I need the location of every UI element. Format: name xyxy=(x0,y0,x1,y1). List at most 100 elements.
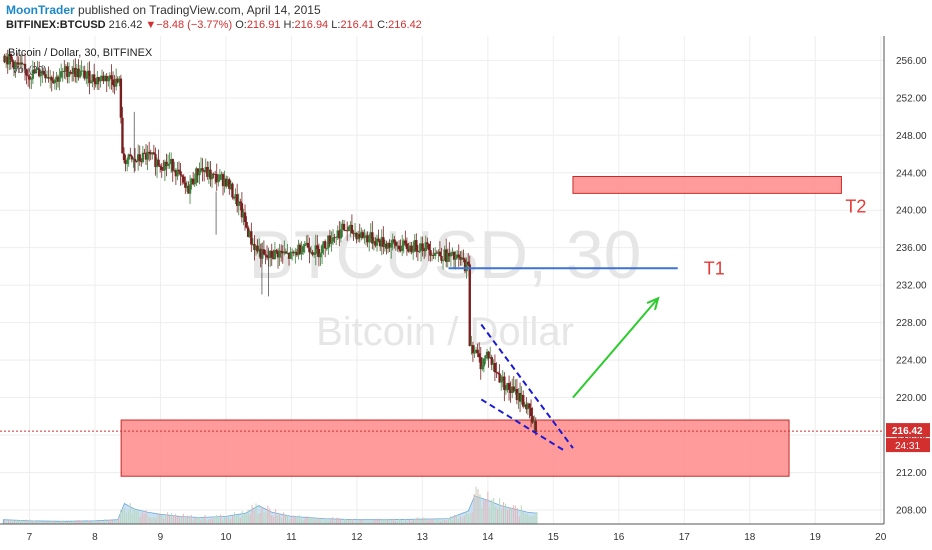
candle-body xyxy=(165,161,168,166)
candle-body xyxy=(487,351,490,359)
candle-body xyxy=(495,372,498,373)
symbol-name[interactable]: BITFINEX:BTCUSD xyxy=(6,19,106,31)
candle-body xyxy=(110,75,113,80)
target-arrow-line xyxy=(572,297,659,399)
candle-body xyxy=(287,253,291,259)
open-label: O: xyxy=(235,19,247,31)
candle-body xyxy=(485,351,489,356)
candle-body xyxy=(290,251,294,253)
candle-body xyxy=(523,404,526,407)
candle-body xyxy=(319,253,322,258)
price-change: −8.48 (−3.77%) xyxy=(156,19,233,31)
candle-body xyxy=(243,212,247,222)
candle-body xyxy=(168,163,171,165)
x-tick-label: 17 xyxy=(679,532,691,543)
candle-body xyxy=(48,77,52,79)
candle-body xyxy=(421,243,424,250)
candle-body xyxy=(309,252,313,253)
published-text: published on TradingView.com, April 14, … xyxy=(78,3,321,17)
candle-body xyxy=(94,81,97,85)
candle-body xyxy=(190,178,193,185)
candle-body xyxy=(433,252,437,256)
candle-body xyxy=(160,166,163,170)
candle-body xyxy=(407,248,410,252)
candle-body xyxy=(488,357,492,359)
candle-body xyxy=(514,388,517,392)
candle-body xyxy=(300,252,303,255)
candle-body xyxy=(459,257,462,260)
candle-body xyxy=(246,227,250,237)
candle-body xyxy=(20,62,24,65)
candle-body xyxy=(468,264,471,346)
candle-body xyxy=(36,68,39,70)
candle-body xyxy=(378,240,382,247)
candle-body xyxy=(352,233,355,235)
target-arrow-head xyxy=(646,296,660,311)
candle-body xyxy=(349,224,352,227)
candle-body xyxy=(305,242,308,245)
candle-body xyxy=(449,253,453,257)
candle-body xyxy=(34,69,38,73)
candle-body xyxy=(338,230,341,239)
candle-body xyxy=(220,174,223,175)
candle-body xyxy=(121,117,124,154)
candle-body xyxy=(228,179,231,189)
candle-body xyxy=(53,79,57,84)
candle-body xyxy=(273,250,277,260)
publish-header: MoonTrader published on TradingView.com,… xyxy=(6,3,321,17)
candle-body xyxy=(218,174,222,180)
candle-body xyxy=(240,203,244,218)
candle-body xyxy=(64,66,68,72)
candle-body xyxy=(404,240,407,244)
candle-body xyxy=(327,235,330,249)
candle-body xyxy=(465,261,468,272)
candle-body xyxy=(127,154,130,160)
candle-body xyxy=(171,158,174,172)
candle-body xyxy=(182,176,185,183)
candle-body xyxy=(529,407,533,417)
candle-body xyxy=(47,77,50,79)
candle-body xyxy=(484,355,487,359)
candle-body xyxy=(173,170,176,172)
candle-body xyxy=(209,169,212,180)
candle-body xyxy=(391,239,394,244)
author-link[interactable]: MoonTrader xyxy=(6,3,75,17)
last-price: 216.42 xyxy=(108,19,143,31)
y-tick-label: 224.00 xyxy=(896,356,927,367)
candle-body xyxy=(12,61,16,70)
candle-body xyxy=(402,240,405,246)
candle-body xyxy=(413,240,416,252)
candle-body xyxy=(256,245,259,252)
candle-body xyxy=(201,168,204,171)
candle-body xyxy=(490,357,493,365)
volume-label: Vol (20) xyxy=(12,65,46,76)
candle-body xyxy=(91,74,94,82)
candle-body xyxy=(124,160,127,165)
candle-body xyxy=(328,235,332,244)
candle-body xyxy=(136,154,140,162)
candle-body xyxy=(503,376,506,390)
candle-body xyxy=(78,71,82,78)
candle-body xyxy=(377,238,380,241)
candle-body xyxy=(298,244,302,255)
candle-body xyxy=(499,380,503,383)
candle-body xyxy=(177,169,181,172)
candle-body xyxy=(119,78,123,118)
countdown-badge xyxy=(886,438,930,453)
x-tick-label: 15 xyxy=(548,532,560,543)
candle-body xyxy=(151,152,154,155)
candle-body xyxy=(204,167,207,172)
candle-body xyxy=(272,257,275,260)
candle-body xyxy=(432,255,435,256)
y-tick-label: 228.00 xyxy=(896,318,927,329)
candle-body xyxy=(196,168,200,176)
last-price-badge xyxy=(886,423,930,438)
candle-body xyxy=(479,357,482,370)
candle-body xyxy=(72,67,75,74)
x-tick-label: 12 xyxy=(351,532,363,543)
candle-body xyxy=(295,251,299,256)
candle-body xyxy=(517,392,520,401)
candle-body xyxy=(213,173,217,175)
candle-body xyxy=(400,245,404,252)
